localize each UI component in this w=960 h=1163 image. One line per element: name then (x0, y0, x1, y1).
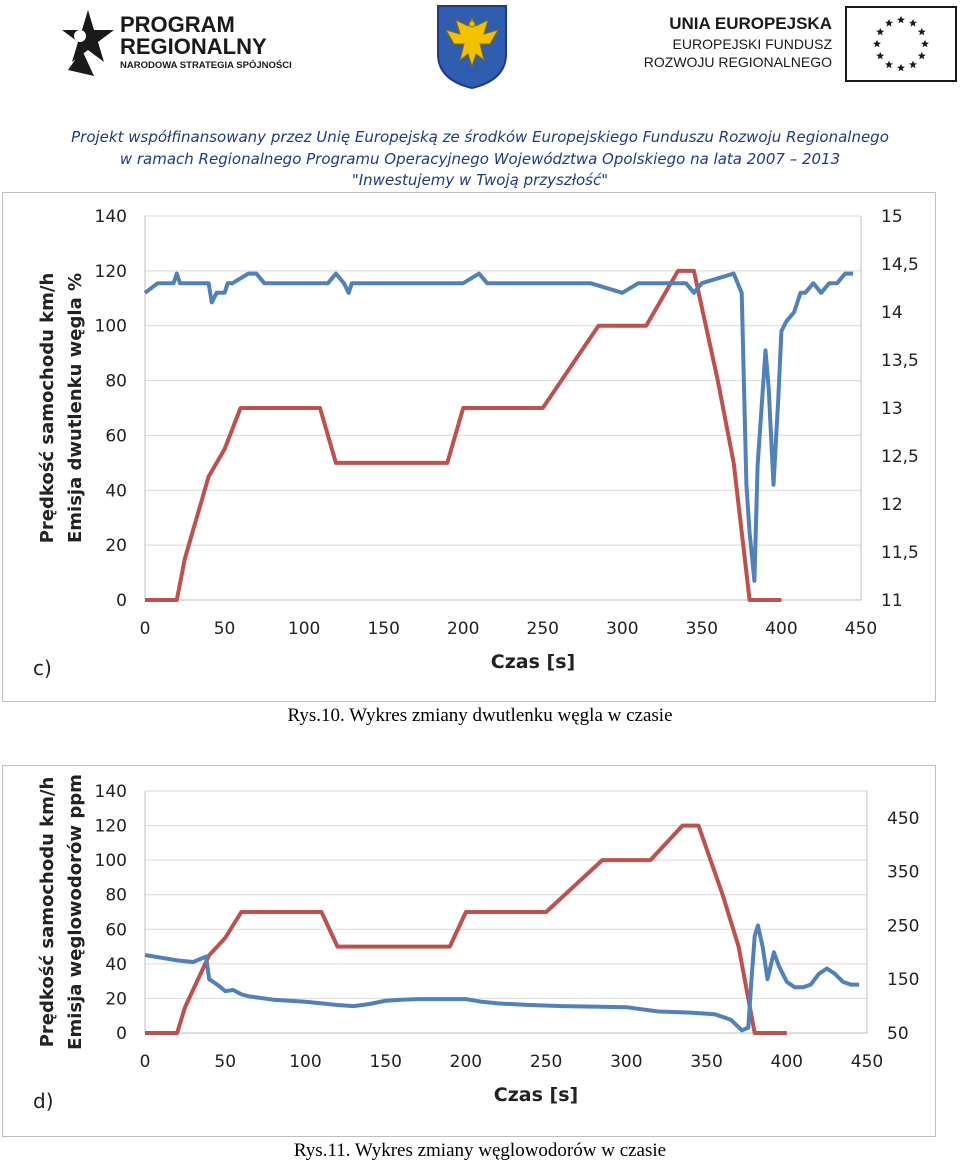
project-line-1: Projekt współfinansowany przez Unię Euro… (71, 128, 889, 146)
x-tick-label: 50 (214, 619, 236, 639)
chart-d-frame: 0 20 40 60 80 100 120 140 50 150 250 350 450 0 50 100 15… (2, 765, 936, 1137)
y-left-tick-label: 100 (95, 317, 127, 337)
x-tick-label: 400 (771, 1052, 803, 1072)
y-left-tick-label: 0 (116, 1024, 127, 1044)
eu-star (876, 27, 885, 36)
speed-series-line (145, 823, 787, 1035)
x-tick-label: 350 (686, 619, 718, 639)
x-tick-label: 200 (450, 1052, 482, 1072)
chart-c: 0 20 40 60 80 100 120 140 11 11,5 12 12,5 13 13,5 14 14… (33, 207, 919, 680)
y-axis-title-emission: Emisja dwutlenku węgla % (65, 273, 86, 543)
star-figure-icon (62, 10, 114, 76)
eu-star (885, 19, 893, 27)
x-axis-title: Czas [s] (491, 651, 575, 673)
program-regionalny-logo: PROGRAM REGIONALNY NARODOWA STRATEGIA SP… (58, 6, 292, 82)
x-tick-label: 300 (610, 1052, 642, 1072)
y-axis-title-speed: Prędkość samochodu km/h (37, 273, 58, 544)
y-right-tick-label: 350 (887, 863, 919, 883)
eu-star (909, 60, 917, 69)
eu-logo-text: UNIA EUROPEJSKA EUROPEJSKI FUNDUSZ ROZWO… (610, 14, 832, 74)
x-tick-label: 350 (690, 1052, 722, 1072)
y-right-tick-label: 13,5 (881, 351, 919, 371)
x-tick-label: 0 (140, 619, 151, 639)
eu-star (876, 51, 885, 60)
y-right-tick-label: 15 (881, 207, 903, 227)
eu-star (873, 39, 881, 48)
program-logo-line2: REGIONALNY (120, 34, 267, 59)
y-right-tick-label: 250 (887, 916, 919, 936)
y-right-tick-label: 50 (887, 1024, 909, 1044)
y-axis-title-emission: Emisja węglowodorów ppm (65, 774, 86, 1050)
eu-star (909, 19, 917, 27)
eu-star (921, 39, 929, 48)
emission-series-line (144, 923, 859, 1033)
speed-series-line (145, 268, 782, 602)
eu-star (897, 15, 905, 24)
eu-flag (845, 6, 957, 82)
eu-star (917, 27, 926, 36)
eu-star (885, 60, 893, 69)
y-left-tick-label: 140 (95, 207, 127, 227)
eu-logo-line2: EUROPEJSKI FUNDUSZ (672, 36, 832, 52)
y-right-tick-label: 12 (881, 495, 903, 515)
y-left-tick-label: 0 (116, 591, 127, 611)
program-logo-line3: NARODOWA STRATEGIA SPÓJNOŚCI (120, 60, 292, 71)
x-tick-label: 300 (606, 619, 638, 639)
eu-logo-line3: ROZWOJU REGIONALNEGO (643, 54, 832, 70)
y-left-tick-label: 140 (95, 782, 127, 802)
y-right-tick-label: 11,5 (881, 543, 919, 563)
x-tick-label: 150 (367, 619, 399, 639)
y-left-tick-label: 20 (105, 989, 127, 1009)
project-line-2: w ramach Regionalnego Programu Operacyjn… (119, 150, 841, 168)
panel-label: d) (33, 1089, 54, 1113)
y-left-tick-label: 60 (105, 426, 127, 446)
x-tick-label: 400 (765, 619, 797, 639)
y-left-tick-label: 20 (105, 536, 127, 556)
y-left-tick-label: 80 (105, 886, 127, 906)
y-left-tick-label: 80 (105, 372, 127, 392)
emission-series-line (143, 271, 853, 583)
x-axis-title: Czas [s] (494, 1084, 578, 1106)
y-right-tick-label: 12,5 (881, 447, 919, 467)
x-tick-label: 50 (214, 1052, 236, 1072)
x-tick-label: 450 (845, 619, 877, 639)
y-left-tick-label: 120 (95, 817, 127, 837)
y-right-tick-label: 11 (881, 591, 903, 611)
project-line-3: "Inwestujemy w Twoją przyszłość" (351, 171, 609, 189)
y-right-tick-label: 450 (887, 809, 919, 829)
eu-star (917, 51, 926, 60)
x-tick-label: 100 (289, 1052, 321, 1072)
eu-stars-icon (873, 15, 929, 72)
y-left-tick-label: 60 (105, 920, 127, 940)
y-left-tick-label: 40 (105, 955, 127, 975)
figure-10-caption: Rys.10. Wykres zmiany dwutlenku węgla w … (287, 705, 673, 726)
y-left-tick-label: 40 (105, 481, 127, 501)
x-tick-label: 0 (140, 1052, 151, 1072)
y-left-tick-label: 100 (95, 851, 127, 871)
opolskie-crest (436, 4, 508, 90)
y-left-tick-label: 120 (95, 262, 127, 282)
eu-star (897, 63, 905, 72)
x-tick-label: 100 (288, 619, 320, 639)
eu-logo-line1: UNIA EUROPEJSKA (669, 14, 832, 33)
y-right-tick-label: 13 (881, 399, 903, 419)
y-axis-title-speed: Prędkość samochodu km/h (37, 777, 58, 1048)
x-tick-label: 150 (369, 1052, 401, 1072)
figure-11-caption: Rys.11. Wykres zmiany węglowodorów w cza… (293, 1140, 667, 1161)
chart-c-frame: 0 20 40 60 80 100 120 140 11 11,5 12 12,5 13 13,5 14 14… (2, 192, 936, 702)
eagle-crest-icon (437, 5, 507, 90)
x-tick-label: 450 (851, 1052, 883, 1072)
x-tick-label: 250 (530, 1052, 562, 1072)
program-logo-line1: PROGRAM (120, 12, 235, 37)
x-tick-label: 250 (527, 619, 559, 639)
panel-label: c) (33, 656, 52, 680)
y-right-tick-label: 14,5 (881, 255, 919, 275)
x-tick-label: 200 (447, 619, 479, 639)
y-right-tick-label: 150 (887, 970, 919, 990)
chart-d: 0 20 40 60 80 100 120 140 50 150 250 350 450 0 50 100 15… (33, 774, 919, 1113)
y-right-tick-label: 14 (881, 303, 903, 323)
